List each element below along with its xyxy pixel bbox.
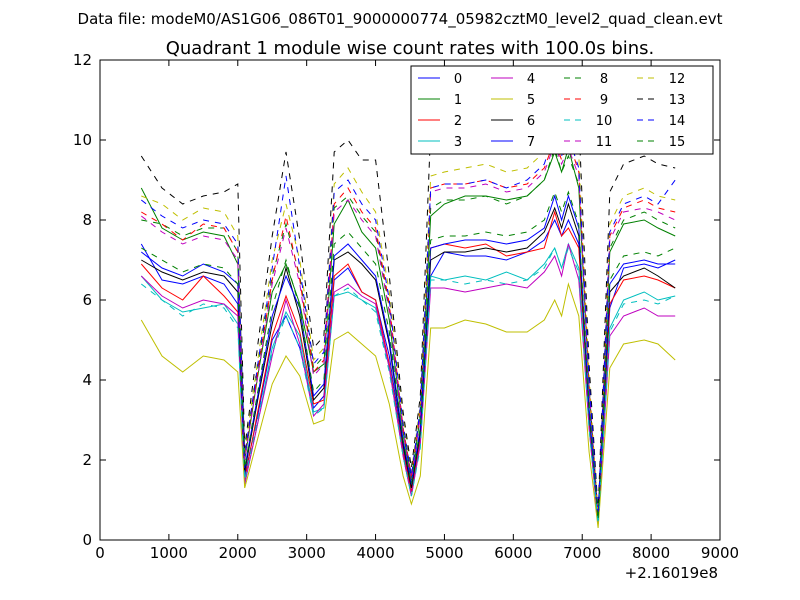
y-tick-label: 6 <box>82 291 92 309</box>
series-line-12 <box>141 118 676 517</box>
legend-label-15: 15 <box>669 135 686 150</box>
figure-suptitle: Data file: modeM0/AS1G06_086T01_90000007… <box>78 10 723 29</box>
ticks-layer: 0 1000 2000 3000 4000 5000 6000 7000 8000 9000 0 2 4… <box>73 51 739 562</box>
legend-label-5: 5 <box>527 93 535 108</box>
series-line-5 <box>140 282 676 529</box>
legend-frame <box>410 65 714 155</box>
y-tick-label: 2 <box>82 451 92 469</box>
series-line-13 <box>140 78 676 513</box>
legend-label-6: 6 <box>527 114 535 129</box>
series-line-14 <box>140 130 676 517</box>
legend-label-12: 12 <box>669 72 686 87</box>
series-layer <box>140 78 676 529</box>
legend-label-0: 0 <box>454 72 462 87</box>
y-tick-label: 12 <box>73 51 92 69</box>
y-tick-label: 10 <box>73 131 92 149</box>
legend-label-3: 3 <box>454 135 462 150</box>
x-tick-label: 7000 <box>563 544 601 562</box>
x-tick-label: 8000 <box>632 544 670 562</box>
x-tick-label: 2000 <box>219 544 257 562</box>
x-tick-label: 3000 <box>288 544 326 562</box>
series-line-15 <box>141 190 676 521</box>
legend-label-9: 9 <box>600 93 608 108</box>
x-tick-label: 0 <box>95 544 105 562</box>
legend-label-13: 13 <box>669 93 686 108</box>
chart-title: Quadrant 1 module wise count rates with … <box>166 38 655 59</box>
legend-label-8: 8 <box>600 72 608 87</box>
y-tick-label: 8 <box>82 211 92 229</box>
legend-label-11: 11 <box>596 135 613 150</box>
legend-label-1: 1 <box>454 93 462 108</box>
x-tick-label: 1000 <box>150 544 188 562</box>
x-tick-label: 4000 <box>356 544 394 562</box>
legend-label-14: 14 <box>669 114 686 129</box>
x-tick-label: 9000 <box>701 544 739 562</box>
x-tick-label: 5000 <box>425 544 463 562</box>
y-tick-label: 4 <box>82 371 92 389</box>
y-tick-label: 0 <box>82 531 92 549</box>
series-line-10 <box>140 246 676 525</box>
x-offset-label: +2.16019e8 <box>625 564 718 582</box>
legend-label-10: 10 <box>596 114 613 129</box>
legend-label-4: 4 <box>527 72 535 87</box>
legend-label-7: 7 <box>527 135 535 150</box>
legend-label-2: 2 <box>454 114 462 129</box>
series-line-2 <box>140 210 676 521</box>
x-tick-label: 6000 <box>494 544 532 562</box>
